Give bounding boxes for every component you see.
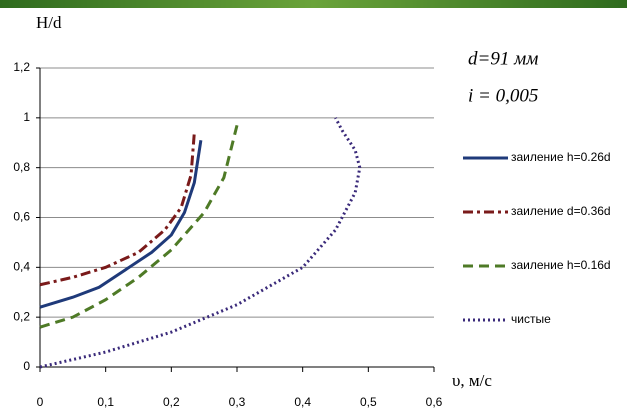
y-tick-label: 0 (23, 359, 30, 373)
data-line (39, 117, 362, 369)
y-tick-label: 1,2 (13, 60, 30, 74)
data-line (39, 132, 196, 287)
top-strip (0, 0, 627, 8)
x-tick-label: 0,2 (163, 395, 180, 408)
x-tick-label: 0,3 (229, 395, 246, 408)
y-tick-label: 0,8 (13, 160, 30, 174)
x-axis-label: υ, м/с (452, 371, 492, 390)
x-tick-label: 0,4 (294, 395, 311, 408)
x-tick-label: 0,6 (426, 395, 443, 408)
y-axis-label: H/d (36, 13, 62, 32)
y-tick-label: 0,2 (13, 309, 30, 323)
y-tick-label: 0,6 (13, 210, 30, 224)
legend-label: заиление h=0.16d (511, 258, 611, 272)
y-tick-label: 1 (23, 110, 30, 124)
data-line (39, 124, 239, 329)
annotation: i = 0,005 (468, 85, 538, 106)
data-line (39, 140, 203, 309)
legend-label: чистые (511, 312, 551, 326)
x-tick-label: 0,5 (360, 395, 377, 408)
x-tick-label: 0,1 (97, 395, 114, 408)
legend-label: заиление h=0.26d (511, 150, 611, 164)
legend-label: заиление d=0.36d (511, 204, 611, 218)
x-tick-label: 0 (37, 395, 44, 408)
annotation: d=91 мм (468, 48, 538, 69)
y-tick-label: 0,4 (13, 260, 30, 274)
